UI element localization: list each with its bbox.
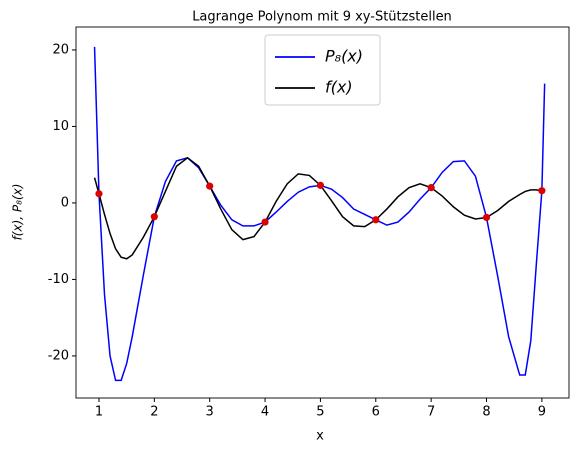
node-point [150, 213, 158, 221]
x-tick-label: 2 [150, 405, 158, 420]
x-tick-label: 4 [261, 405, 269, 420]
node-point [316, 181, 325, 189]
x-tick-label: 5 [316, 405, 324, 420]
node-point [482, 213, 491, 222]
x-tick-label: 9 [538, 405, 546, 420]
node-point [95, 190, 103, 198]
y-tick-label: -10 [48, 272, 69, 287]
legend-label: P₈(x) [325, 47, 363, 66]
node-point [427, 184, 435, 192]
node-point [206, 182, 214, 190]
node-point [538, 187, 546, 195]
node-point [261, 218, 269, 226]
x-tick-label: 3 [206, 405, 214, 420]
y-tick-label: 20 [52, 42, 69, 57]
line-series [93, 46, 546, 382]
x-tick-label: 7 [427, 405, 435, 420]
y-tick-label: 0 [61, 195, 69, 210]
chart-title: Lagrange Polynom mit 9 xy-Stützstellen [192, 10, 452, 25]
node-point [372, 216, 380, 224]
x-tick-label: 6 [372, 405, 380, 420]
y-tick-label: -20 [48, 348, 69, 363]
x-tick-label: 1 [95, 405, 103, 420]
plot-frame [75, 26, 570, 399]
y-axis-label: f(x), P₈(x) [11, 184, 25, 241]
x-tick-label: 8 [482, 405, 490, 420]
legend-box [264, 34, 381, 106]
legend-label: f(x) [325, 78, 353, 97]
line-series [93, 156, 545, 260]
y-tick-label: 10 [52, 119, 69, 134]
x-axis-label: x [316, 429, 324, 444]
